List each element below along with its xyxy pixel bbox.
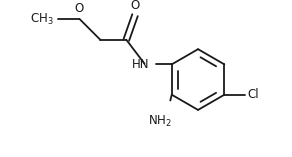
Text: O: O [131,0,140,12]
Text: O: O [75,3,84,16]
Text: NH$_2$: NH$_2$ [148,114,172,129]
Text: HN: HN [132,58,150,71]
Text: Cl: Cl [248,88,259,101]
Text: CH$_3$: CH$_3$ [30,11,53,27]
